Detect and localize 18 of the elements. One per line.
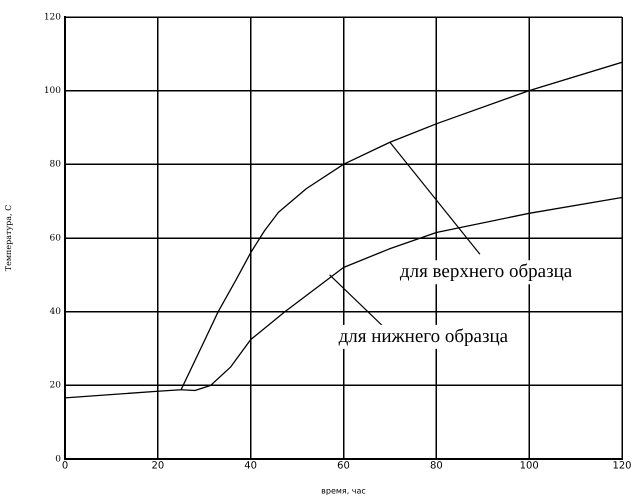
y-tick-label: 100	[44, 86, 62, 96]
x-tick-label: 60	[337, 460, 350, 472]
x-tick-label: 20	[151, 460, 164, 472]
x-tick-label: 100	[520, 460, 539, 472]
y-tick-label: 60	[50, 233, 62, 244]
x-tick-label: 0	[62, 460, 68, 472]
y-tick-label: 0	[55, 454, 62, 464]
x-axis-title: время, час	[321, 486, 366, 496]
annotation: для нижнего образца	[338, 326, 509, 347]
y-tick-label: 80	[50, 160, 62, 170]
x-tick-label: 120	[612, 460, 632, 472]
annotation: для верхнего образца	[400, 261, 573, 282]
x-tick-label: 80	[430, 460, 443, 472]
x-tick-label: 40	[244, 460, 258, 472]
y-axis-title: Температура, С	[4, 204, 13, 272]
y-tick-label: 40	[50, 307, 62, 318]
y-tick-label: 120	[44, 12, 62, 22]
y-tick-label: 20	[50, 380, 62, 391]
